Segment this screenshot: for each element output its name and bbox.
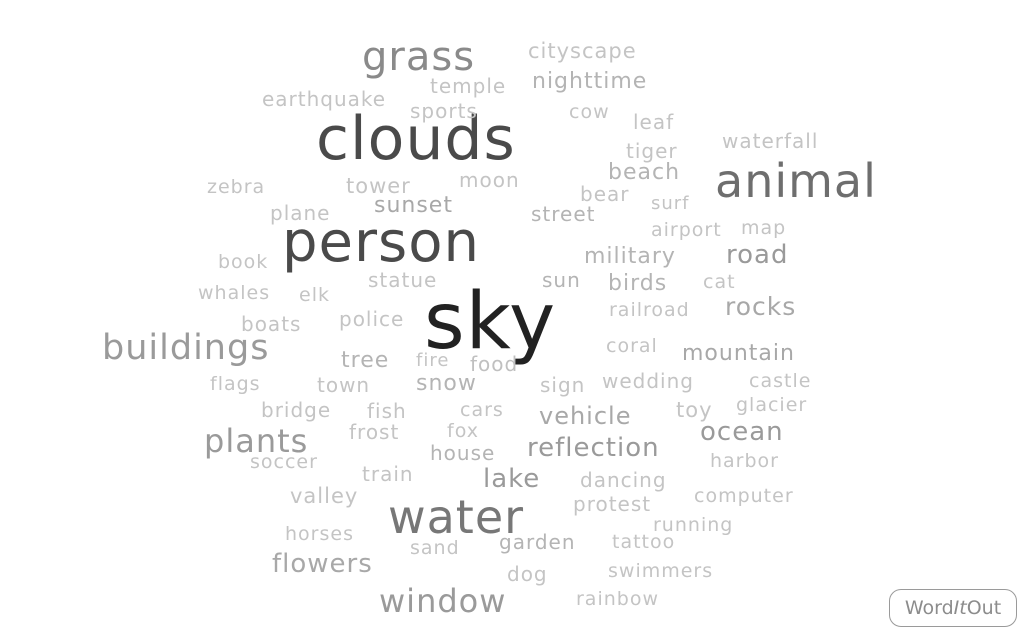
word-airport[interactable]: airport [651,219,722,241]
word-buildings[interactable]: buildings [102,328,270,368]
logo-it: It [953,597,967,619]
word-leaf[interactable]: leaf [633,110,675,134]
word-train[interactable]: train [362,462,414,486]
word-birds[interactable]: birds [608,271,668,296]
word-railroad[interactable]: railroad [609,299,690,321]
word-running[interactable]: running [653,514,734,536]
word-rainbow[interactable]: rainbow [576,588,659,610]
word-dancing[interactable]: dancing [580,468,667,492]
word-harbor[interactable]: harbor [710,450,779,472]
word-clouds[interactable]: clouds [316,104,516,174]
word-swimmers[interactable]: swimmers [608,560,714,582]
word-waterfall[interactable]: waterfall [722,129,819,153]
word-zebra[interactable]: zebra [207,176,266,198]
wordltout-logo[interactable]: Word It Out [889,589,1017,627]
word-food[interactable]: food [470,352,519,376]
word-sign[interactable]: sign [540,373,586,397]
word-tree[interactable]: tree [341,348,390,373]
word-earthquake[interactable]: earthquake [262,87,387,111]
word-coral[interactable]: coral [606,335,658,357]
word-computer[interactable]: computer [694,485,794,507]
word-soccer[interactable]: soccer [250,451,318,473]
word-mountain[interactable]: mountain [682,341,795,366]
word-window[interactable]: window [379,582,507,620]
word-sunset[interactable]: sunset [374,193,453,218]
word-street[interactable]: street [531,202,596,226]
word-castle[interactable]: castle [749,370,812,392]
word-person[interactable]: person [282,210,480,275]
word-bridge[interactable]: bridge [261,398,332,422]
word-glacier[interactable]: glacier [736,394,808,416]
word-military[interactable]: military [584,244,676,269]
word-statue[interactable]: statue [368,268,438,292]
logo-word: Word [904,597,954,619]
word-valley[interactable]: valley [290,484,359,508]
word-flowers[interactable]: flowers [272,549,373,579]
word-rocks[interactable]: rocks [725,292,797,321]
word-house[interactable]: house [430,441,496,465]
word-snow[interactable]: snow [416,371,477,396]
word-beach[interactable]: beach [608,160,681,185]
word-plants[interactable]: plants [204,422,309,460]
word-map[interactable]: map [741,217,787,239]
word-ocean[interactable]: ocean [700,417,784,447]
word-sky[interactable]: sky [424,277,557,367]
word-road[interactable]: road [726,240,789,270]
word-cat[interactable]: cat [703,271,736,293]
word-toy[interactable]: toy [676,398,713,422]
word-frost[interactable]: frost [349,420,400,444]
word-nighttime[interactable]: nighttime [532,69,648,94]
word-dog[interactable]: dog [507,562,548,586]
word-horses[interactable]: horses [285,523,354,545]
word-tower[interactable]: tower [346,174,411,198]
word-sports[interactable]: sports [410,99,478,123]
word-grass[interactable]: grass [362,34,476,80]
word-animal[interactable]: animal [715,154,877,208]
word-police[interactable]: police [339,307,405,331]
word-fox[interactable]: fox [447,420,479,442]
word-town[interactable]: town [317,373,371,397]
word-sand[interactable]: sand [410,537,460,559]
logo-out: Out [966,597,1002,619]
word-tiger[interactable]: tiger [626,139,678,163]
word-cars[interactable]: cars [460,399,504,421]
word-fish[interactable]: fish [367,399,407,423]
word-garden[interactable]: garden [499,530,576,554]
word-flags[interactable]: flags [210,373,261,395]
word-wedding[interactable]: wedding [602,369,694,393]
word-cityscape[interactable]: cityscape [528,39,637,63]
word-moon[interactable]: moon [459,168,520,192]
word-whales[interactable]: whales [198,282,271,304]
word-water[interactable]: water [388,490,525,544]
word-temple[interactable]: temple [430,74,507,98]
word-elk[interactable]: elk [299,284,330,306]
word-tattoo[interactable]: tattoo [612,531,676,553]
word-surf[interactable]: surf [651,193,690,214]
word-protest[interactable]: protest [573,492,652,516]
word-lake[interactable]: lake [483,464,541,494]
word-reflection[interactable]: reflection [527,433,660,463]
word-fire[interactable]: fire [416,350,450,371]
word-plane[interactable]: plane [270,201,331,225]
word-book[interactable]: book [218,251,269,273]
word-cow[interactable]: cow [569,101,610,123]
word-vehicle[interactable]: vehicle [539,402,632,430]
word-bear[interactable]: bear [580,182,630,206]
word-boats[interactable]: boats [241,312,302,336]
word-sun[interactable]: sun [542,268,581,292]
